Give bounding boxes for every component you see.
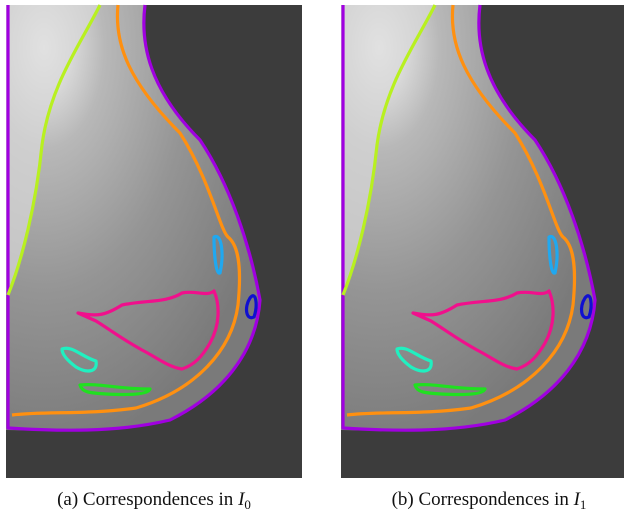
caption: (b) Correspondences in I1 <box>392 489 587 512</box>
mammogram-right <box>341 5 624 478</box>
mammogram-left <box>6 5 302 478</box>
caption: (a) Correspondences in I0 <box>57 489 251 512</box>
figure: (a) Correspondences in I0 (b) Correspond… <box>0 0 624 520</box>
